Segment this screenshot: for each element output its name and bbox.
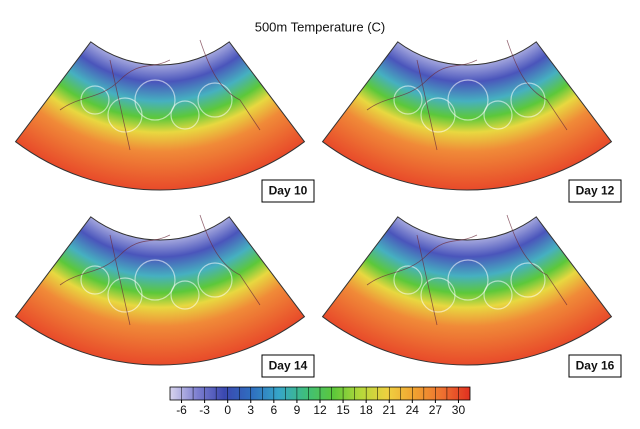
map-field	[321, 41, 613, 191]
wind-vortex	[483, 280, 513, 310]
map-field	[14, 216, 306, 366]
panel-label: Day 16	[576, 359, 615, 373]
map-panel: Day 10	[14, 39, 315, 203]
wind-vortex	[510, 82, 546, 118]
figure-title: 500m Temperature (C)	[255, 19, 386, 34]
colorbar-tick-label: 3	[247, 403, 254, 417]
map-panel: Day 14	[14, 214, 315, 378]
colorbar-tick-label: 6	[271, 403, 278, 417]
coastline	[366, 39, 568, 151]
panel-label-box	[568, 179, 622, 203]
wind-vortex	[483, 100, 513, 130]
wind-vortex	[510, 262, 546, 298]
wind-vortex	[80, 265, 110, 295]
wind-vortex	[170, 100, 200, 130]
map-field	[321, 216, 613, 366]
colorbar-tick-label: 21	[383, 403, 397, 417]
map-field	[14, 41, 306, 191]
wind-vortex	[447, 79, 489, 121]
map-panel: Day 16	[321, 214, 622, 378]
colorbar-tick-label: 30	[452, 403, 466, 417]
colorbar-tick-label: -3	[199, 403, 210, 417]
colorbar-tick-label: 24	[406, 403, 420, 417]
wind-vortex	[134, 79, 176, 121]
wind-vortex	[393, 85, 423, 115]
wind-vortex	[393, 265, 423, 295]
colorbar-tick-label: 0	[224, 403, 231, 417]
wind-vortex	[134, 259, 176, 301]
coastline	[366, 214, 568, 326]
colorbar-tick-label: 9	[294, 403, 301, 417]
wind-vortex	[170, 280, 200, 310]
colorbar-tick-label: 15	[336, 403, 350, 417]
panel-label: Day 10	[269, 184, 308, 198]
coastline	[59, 214, 261, 326]
panel-label: Day 12	[576, 184, 615, 198]
wind-vortex	[447, 259, 489, 301]
colorbar-tick-label: -6	[176, 403, 187, 417]
colorbar-tick-label: 12	[313, 403, 327, 417]
map-panel: Day 12	[321, 39, 622, 203]
panel-label-box	[261, 354, 315, 378]
wind-vortex	[197, 82, 233, 118]
colorbar-tick-label: 27	[429, 403, 443, 417]
panel-label-box	[261, 179, 315, 203]
panel-label: Day 14	[269, 359, 308, 373]
coastline	[59, 39, 261, 151]
panel-label-box	[568, 354, 622, 378]
colorbar-tick-label: 18	[359, 403, 373, 417]
wind-vortex	[197, 262, 233, 298]
